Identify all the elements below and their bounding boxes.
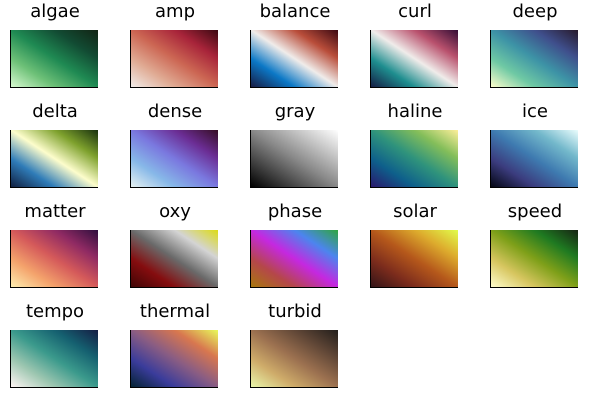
colormap-label: oxy	[159, 201, 191, 222]
colormap-cell-speed: speed	[480, 200, 590, 290]
colormap-cell-deep: deep	[480, 0, 590, 90]
colormap-label: curl	[398, 1, 432, 22]
colormap-swatch	[10, 330, 98, 388]
colormap-swatch	[370, 130, 458, 188]
colormap-label: tempo	[25, 301, 85, 322]
colormap-swatch	[130, 130, 218, 188]
colormap-swatch	[10, 230, 98, 288]
colormap-label: balance	[259, 1, 331, 22]
colormap-label: deep	[512, 1, 558, 22]
colormap-label: algae	[30, 1, 80, 22]
colormap-cell-algae: algae	[0, 0, 110, 90]
colormap-label: haline	[387, 101, 443, 122]
colormap-cell-phase: phase	[240, 200, 350, 290]
colormap-cell-balance: balance	[240, 0, 350, 90]
colormap-swatch	[370, 230, 458, 288]
colormap-label: dense	[147, 101, 203, 122]
colormap-cell-haline: haline	[360, 100, 470, 190]
colormap-label: speed	[507, 201, 563, 222]
colormap-cell-solar: solar	[360, 200, 470, 290]
colormap-swatch	[10, 130, 98, 188]
colormap-cell-turbid: turbid	[240, 300, 350, 390]
colormap-cell-delta: delta	[0, 100, 110, 190]
colormap-swatch	[130, 30, 218, 88]
colormap-cell-curl: curl	[360, 0, 470, 90]
colormap-cell-amp: amp	[120, 0, 230, 90]
colormap-label: phase	[267, 201, 323, 222]
colormap-label: gray	[274, 101, 316, 122]
colormap-swatch	[10, 30, 98, 88]
colormap-cell-oxy: oxy	[120, 200, 230, 290]
colormap-cell-tempo: tempo	[0, 300, 110, 390]
colormap-label: turbid	[268, 301, 322, 322]
colormap-swatch	[490, 130, 578, 188]
colormap-swatch	[250, 230, 338, 288]
colormap-label: thermal	[139, 301, 211, 322]
colormap-cell-ice: ice	[480, 100, 590, 190]
colormap-label: delta	[32, 101, 78, 122]
colormap-swatch	[130, 230, 218, 288]
colormap-label: amp	[155, 1, 195, 22]
colormap-label: solar	[393, 201, 437, 222]
colormap-swatch	[370, 30, 458, 88]
colormap-swatch	[130, 330, 218, 388]
colormap-swatch	[490, 30, 578, 88]
colormap-cell-gray: gray	[240, 100, 350, 190]
colormap-cell-thermal: thermal	[120, 300, 230, 390]
colormap-swatch	[490, 230, 578, 288]
colormap-label: ice	[522, 101, 548, 122]
colormap-swatch	[250, 130, 338, 188]
colormap-cell-matter: matter	[0, 200, 110, 290]
colormap-cell-dense: dense	[120, 100, 230, 190]
colormap-swatch	[250, 330, 338, 388]
colormap-label: matter	[24, 201, 86, 222]
colormap-swatch	[250, 30, 338, 88]
